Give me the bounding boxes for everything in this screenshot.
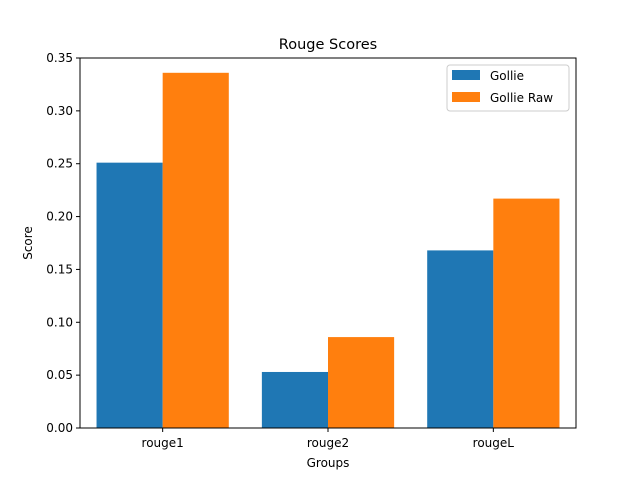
x-axis-label: Groups (307, 456, 350, 470)
y-tick-label: 0.15 (46, 262, 73, 276)
y-axis-label: Score (21, 226, 35, 260)
bars-group (96, 72, 560, 429)
bar-gollie-raw-rougeL (493, 198, 560, 428)
legend-swatch-gollie-raw (452, 92, 480, 102)
bar-gollie-rouge1 (96, 162, 163, 428)
bar-gollie-rouge2 (261, 371, 328, 428)
y-tick-label: 0.20 (46, 210, 73, 224)
y-tick-label: 0.00 (46, 421, 73, 435)
bar-gollie-raw-rouge1 (162, 72, 229, 429)
y-tick-label: 0.10 (46, 315, 73, 329)
y-tick-label: 0.25 (46, 157, 73, 171)
chart-title: Rouge Scores (279, 37, 377, 53)
x-tick-label: rougeL (473, 436, 515, 450)
y-tick-label: 0.35 (46, 51, 73, 65)
legend: Gollie Gollie Raw (446, 64, 570, 112)
x-axis: rouge1 rouge2 rougeL (142, 428, 515, 450)
y-axis: 0.00 0.05 0.10 0.15 0.20 0.25 0.30 0.35 (46, 51, 80, 435)
bar-gollie-raw-rouge2 (328, 337, 395, 428)
y-tick-label: 0.30 (46, 104, 73, 118)
y-tick-label: 0.05 (46, 368, 73, 382)
legend-label: Gollie Raw (490, 91, 553, 105)
x-tick-label: rouge2 (307, 436, 349, 450)
legend-swatch-gollie (452, 70, 480, 80)
bar-gollie-rougeL (427, 250, 494, 428)
x-tick-label: rouge1 (142, 436, 184, 450)
legend-label: Gollie (490, 69, 524, 83)
